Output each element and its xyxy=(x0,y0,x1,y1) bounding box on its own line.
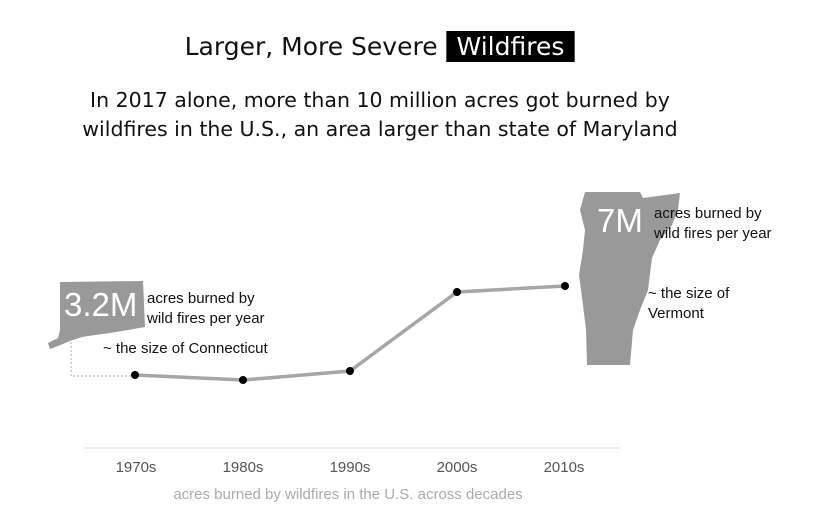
title-prefix: Larger, More Severe xyxy=(184,32,438,61)
subtitle-line-1: In 2017 alone, more than 10 million acre… xyxy=(90,88,670,112)
right-line-2: wild fires per year xyxy=(654,225,772,242)
chart-title: Larger, More Severe Wildfires xyxy=(0,31,760,62)
left-value: 3.2M xyxy=(64,286,138,323)
right-comparison-1: ~ the size of xyxy=(648,285,730,302)
left-line-1: acres burned by xyxy=(147,290,255,307)
right-annotation: acres burned by wild fires per year xyxy=(654,204,772,244)
right-comparison: ~ the size of Vermont xyxy=(648,284,729,324)
marker-2010s xyxy=(561,282,569,290)
marker-1970s xyxy=(131,371,139,379)
title-highlight: Wildfires xyxy=(445,31,576,62)
right-comparison-2: Vermont xyxy=(648,305,704,322)
tick-2000s: 2000s xyxy=(436,459,478,476)
dashed-connector xyxy=(70,342,135,377)
left-line-2: wild fires per year xyxy=(147,310,265,327)
tick-2010s: 2010s xyxy=(543,459,585,476)
right-value: 7M xyxy=(597,202,643,239)
subtitle-line-2: wildfires in the U.S., an area larger th… xyxy=(82,117,678,141)
data-markers xyxy=(131,282,569,384)
x-axis-label: acres burned by wildfires in the U.S. ac… xyxy=(173,486,523,503)
left-comparison: ~ the size of Connecticut xyxy=(103,340,268,357)
chart-subtitle: In 2017 alone, more than 10 million acre… xyxy=(40,86,720,144)
tick-1980s: 1980s xyxy=(222,459,264,476)
connecticut-icon xyxy=(48,281,145,349)
vermont-icon xyxy=(579,192,680,365)
left-annotation: acres burned by wild fires per year xyxy=(147,289,265,329)
marker-2000s xyxy=(453,288,461,296)
tick-1970s: 1970s xyxy=(115,459,157,476)
right-line-1: acres burned by xyxy=(654,205,762,222)
marker-1990s xyxy=(346,367,354,375)
tick-1990s: 1990s xyxy=(329,459,371,476)
marker-1980s xyxy=(239,376,247,384)
